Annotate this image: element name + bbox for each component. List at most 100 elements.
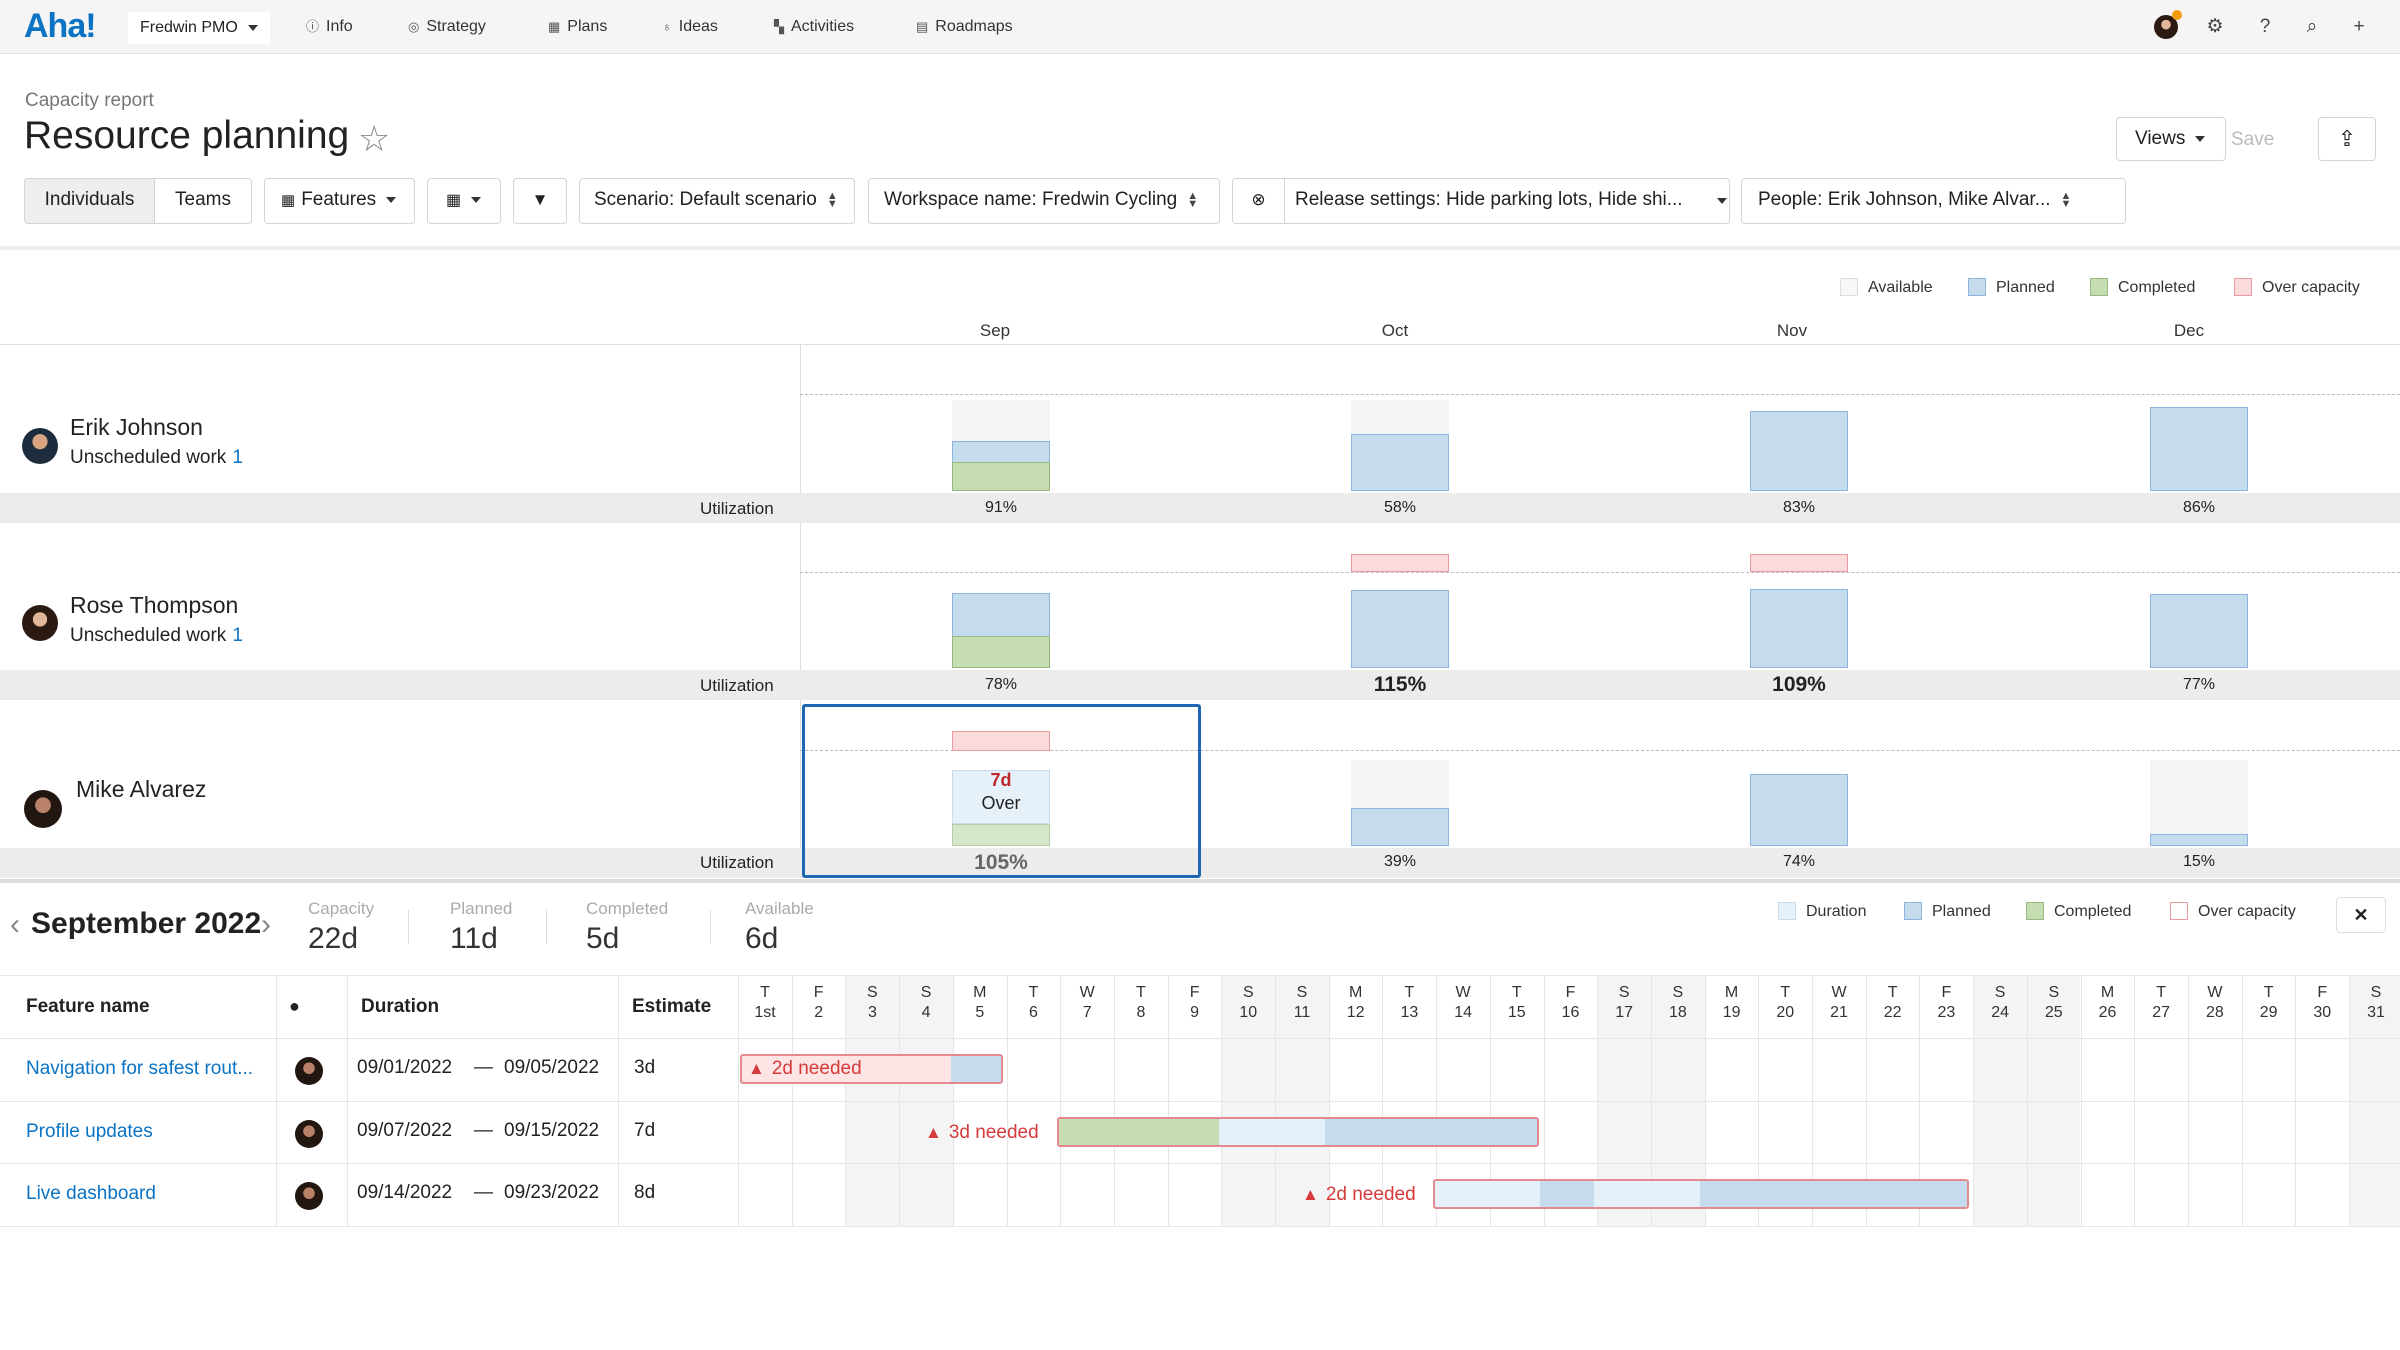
selected-month-cell[interactable] [802,704,1201,878]
day-of-week: F [813,984,824,1001]
nav-strategy[interactable]: ◎ Strategy [408,17,486,37]
help-icon[interactable]: ? [2259,16,2271,37]
workspace-selector[interactable]: Fredwin PMO [128,12,270,44]
chevron-right-icon[interactable]: › [261,908,271,941]
save-button[interactable]: Save [2231,129,2275,150]
utilization-label: Utilization [700,499,774,518]
filter-icon[interactable]: ▼ [513,178,567,224]
planned-bar[interactable] [952,593,1050,637]
day-number: 19 [1722,1004,1741,1021]
user-avatar[interactable] [2153,10,2182,40]
grid-line [347,976,348,1226]
stat-value: 22d [308,922,359,955]
gear-icon[interactable]: ⚙ [2206,16,2224,37]
day-number: 31 [2367,1004,2385,1021]
close-icon[interactable]: ✕ [2336,897,2386,933]
planned-bar[interactable] [952,441,1050,463]
stat-label: Available [745,899,814,918]
day-of-week: F [1565,984,1576,1001]
over-days: 7d [990,770,1012,790]
completed-bar[interactable] [952,824,1050,846]
utilization-value: 83% [1782,499,1816,516]
over-capacity-bar[interactable] [952,731,1050,751]
people-select[interactable]: People: Erik Johnson, Mike Alvar... ▲ ▼ [1741,178,2126,224]
feature-bar[interactable] [1057,1117,1539,1147]
feature-bar[interactable]: ▲ 2d needed [740,1054,1003,1084]
views-button[interactable]: Views [2116,117,2226,161]
feature-bar[interactable] [1433,1179,1969,1209]
breadcrumb[interactable]: Capacity report [25,90,154,111]
unscheduled-count-link[interactable]: 1 [232,447,243,468]
teams-tab[interactable]: Teams [175,189,231,210]
add-icon[interactable]: + [2353,16,2365,37]
nav-info[interactable]: ⓘ Info [306,17,353,37]
completed-bar[interactable] [952,636,1050,668]
user-icon[interactable]: ● [289,996,300,1016]
day-number: 5 [975,1004,985,1021]
feature-link[interactable]: Profile updates [26,1121,153,1142]
star-icon[interactable]: ☆ [358,118,391,159]
day-header: W 28 [2188,983,2242,1023]
avatar [22,428,58,464]
legend-planned: Planned [1968,278,2055,297]
utilization-value: 74% [1782,853,1816,870]
unscheduled-count-link[interactable]: 1 [232,625,243,646]
avatar[interactable] [295,1120,323,1148]
date-dropdown[interactable]: ▦ [427,178,501,224]
planned-bar[interactable] [1750,411,1848,491]
person-name[interactable]: Erik Johnson [70,414,203,440]
day-of-week: M [1724,984,1739,1001]
month-label: Dec [2173,321,2205,340]
day-of-week: W [1079,984,1095,1001]
feature-link[interactable]: Live dashboard [26,1183,156,1204]
nav-activities[interactable]: ▚ Activities [774,17,854,37]
aha-logo[interactable]: Aha! [24,7,97,45]
column-header-estimate[interactable]: Estimate [632,996,712,1017]
swatch-completed [2090,278,2108,296]
column-header-duration[interactable]: Duration [361,996,440,1017]
chart-icon: ▤ [916,19,929,34]
feature-link[interactable]: Navigation for safest rout... [26,1058,254,1079]
unscheduled-work: Unscheduled work 1 [70,625,243,647]
planned-bar[interactable] [1750,774,1848,846]
over-capacity-bar[interactable] [1750,554,1848,572]
person-name[interactable]: Rose Thompson [70,592,239,618]
planned-bar[interactable] [1351,434,1449,491]
features-dropdown[interactable]: ▦ Features [264,178,415,224]
planned-bar[interactable] [952,770,1050,824]
individuals-tab[interactable]: Individuals [25,179,155,223]
workspace-name-select[interactable]: Workspace name: Fredwin Cycling ▲ ▼ [868,178,1220,224]
month-label: Nov [1776,321,1808,340]
clear-icon[interactable]: ⊗ [1233,179,1285,223]
planned-bar[interactable] [2150,834,2248,846]
planned-bar [1700,1181,1967,1207]
completed-bar[interactable] [952,462,1050,491]
person-name[interactable]: Mike Alvarez [76,776,207,802]
day-of-week: W [2207,984,2223,1001]
planned-bar[interactable] [1351,808,1449,846]
search-icon[interactable]: ⌕ [2306,16,2318,37]
share-icon[interactable]: ⇪ [2318,117,2376,161]
planned-bar[interactable] [1750,589,1848,668]
panel-divider[interactable] [0,879,2400,883]
over-capacity-bar[interactable] [1351,554,1449,572]
legend-planned-label: Planned [1996,279,2055,296]
nav-strategy-label: Strategy [426,18,486,35]
day-of-week: M [1349,984,1363,1001]
column-header-feature[interactable]: Feature name [26,996,150,1017]
avatar[interactable] [295,1182,323,1210]
needed-text: 3d needed [948,1122,1039,1143]
planned-bar[interactable] [1351,590,1449,668]
legend-duration: Duration [1778,902,1866,921]
release-settings-select[interactable]: ⊗ Release settings: Hide parking lots, H… [1232,178,1730,224]
nav-ideas[interactable]: ♁ Ideas [662,17,718,37]
chevron-down-icon [386,196,397,203]
nav-roadmaps[interactable]: ▤ Roadmaps [916,17,1013,37]
nav-plans[interactable]: ▦ Plans [548,17,607,37]
scenario-select[interactable]: Scenario: Default scenario ▲ ▼ [579,178,855,224]
chevron-down-icon [471,196,482,203]
avatar[interactable] [295,1057,323,1085]
planned-bar[interactable] [2150,407,2248,491]
chevron-left-icon[interactable]: ‹ [10,908,20,941]
planned-bar[interactable] [2150,594,2248,668]
